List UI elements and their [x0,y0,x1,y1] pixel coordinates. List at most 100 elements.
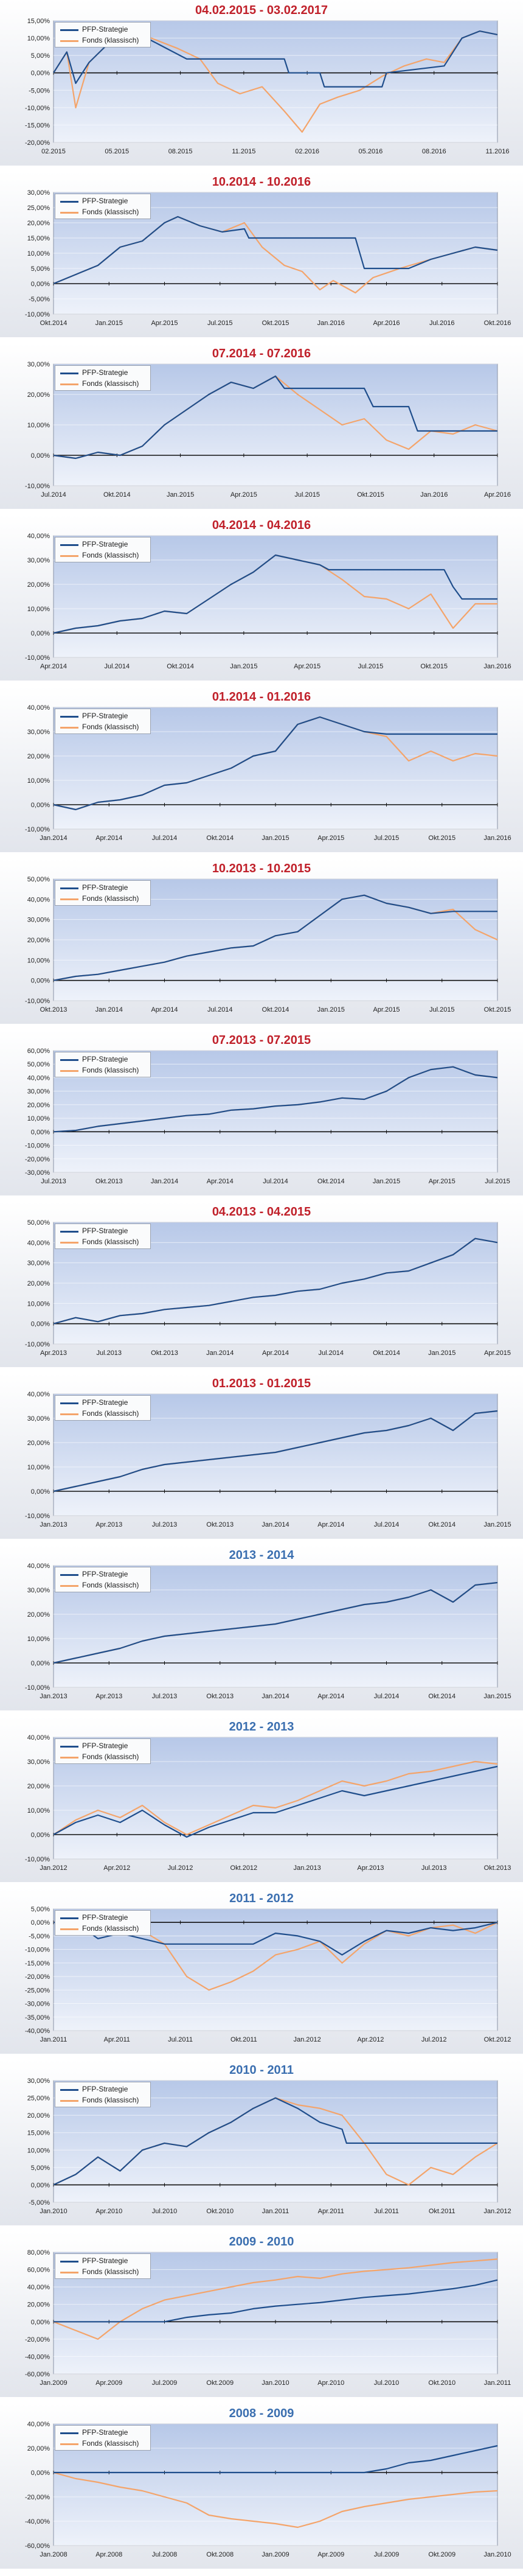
chart-title: 2013 - 2014 [229,1549,294,1562]
x-tick-label: Jul.2015 [429,1006,455,1013]
legend-item: PFP-Strategie [60,1398,149,1409]
legend-label: PFP-Strategie [82,883,128,892]
x-tick-label: Apr.2015 [230,491,257,499]
y-tick-label: 10,00% [27,777,50,785]
strategy-series-line [53,375,497,460]
x-tick-label: Apr.2013 [357,1864,384,1872]
legend-swatch [60,1231,78,1233]
legend-label: Fonds (klassisch) [82,2096,139,2104]
y-tick-label: -40,00% [25,2028,50,2035]
y-tick-label: -10,00% [25,1341,50,1348]
x-tick-label: Jul.2013 [421,1864,447,1872]
strategy-series-line [53,215,498,285]
y-tick-label: 20,00% [27,391,50,399]
y-tick-label: 0,00% [31,630,50,637]
strategy-series-line [53,554,497,634]
y-tick-label: 10,00% [27,1636,50,1643]
x-tick-label: Apr.2011 [318,2208,344,2215]
legend-item: PFP-Strategie [60,196,149,207]
x-tick-label: Okt.2012 [230,1864,258,1872]
y-tick-label: 50,00% [27,876,50,883]
x-tick-label: Jan.2011 [40,2036,67,2043]
legend: PFP-Strategie Fonds (klassisch) [55,1395,151,1421]
y-tick-label: 40,00% [27,533,50,540]
chart-title: 04.02.2015 - 03.02.2017 [195,4,328,17]
x-tick-label: Jan.2015 [483,1693,511,1700]
legend-swatch [60,2089,78,2091]
x-tick-label: Okt.2015 [357,491,384,499]
legend-item: PFP-Strategie [60,711,149,722]
chart-panel: 2011 - 2012 5,00% 0,00% -5,00% -10,00% -15,00… [0,1888,523,2054]
legend-item: Fonds (klassisch) [60,894,149,905]
strategy-series-line [53,894,497,981]
x-tick-label: Jul.2014 [207,1006,233,1013]
y-tick-label: 40,00% [27,1239,50,1247]
legend-swatch [60,383,78,385]
x-tick-label: Jan.2010 [262,2379,289,2387]
legend-label: Fonds (klassisch) [82,551,139,559]
legend: PFP-Strategie Fonds (klassisch) [55,1567,151,1592]
x-tick-label: Jul.2014 [152,835,178,842]
x-tick-label: Apr.2015 [294,663,320,670]
y-tick-label: 20,00% [27,2112,50,2119]
y-tick-label: -40,00% [25,2353,50,2361]
legend: PFP-Strategie Fonds (klassisch) [55,1910,151,1936]
legend-swatch [60,40,78,42]
y-tick-label: 40,00% [27,1074,50,1082]
x-tick-label: 02.2016 [295,148,319,155]
legend-swatch [60,1585,78,1587]
legend-swatch [60,212,78,214]
legend-swatch [60,1928,78,1930]
x-tick-label: Okt.2014 [40,320,68,327]
y-tick-label: -20,00% [25,2336,50,2343]
x-tick-label: Okt.2014 [428,1693,455,1700]
legend: PFP-Strategie Fonds (klassisch) [55,365,151,391]
y-tick-label: -5,00% [29,1933,50,1940]
x-tick-label: Okt.2009 [206,2379,234,2387]
legend-item: PFP-Strategie [60,539,149,550]
x-tick-label: Jul.2011 [168,2036,193,2043]
legend-item: PFP-Strategie [60,24,149,35]
legend: PFP-Strategie Fonds (klassisch) [55,1738,151,1764]
x-tick-label: Apr.2014 [317,1693,344,1700]
x-tick-label: Jul.2013 [152,1521,178,1528]
y-tick-label: 10,00% [27,606,50,613]
x-tick-label: Jan.2014 [206,1349,234,1357]
y-tick-label: 40,00% [27,1734,50,1741]
chart-panel: 10.2014 - 10.2016 30,00% 25,00% 20,00% 15,00… [0,172,523,337]
chart-panel: 01.2013 - 01.2015 40,00% 30,00% 20,00% 10,00… [0,1373,523,1539]
y-tick-label: 40,00% [27,704,50,712]
chart-panel: 2012 - 2013 40,00% 30,00% 20,00% 10,00% 0,00%… [0,1717,523,1882]
y-tick-label: 20,00% [27,753,50,760]
y-tick-label: 30,00% [27,557,50,564]
x-tick-label: Jan.2008 [40,2551,67,2558]
legend-label: PFP-Strategie [82,197,128,205]
chart-title: 2011 - 2012 [229,1892,294,1905]
y-tick-label: 10,00% [27,1464,50,1471]
x-tick-label: Apr.2014 [262,1349,289,1357]
y-tick-label: 20,00% [27,1783,50,1790]
x-tick-label: Jan.2015 [373,1178,400,1185]
x-tick-label: Apr.2012 [103,1864,130,1872]
legend: PFP-Strategie Fonds (klassisch) [55,537,151,562]
legend-item: PFP-Strategie [60,2256,149,2267]
legend-swatch [60,1242,78,1244]
x-tick-label: 11.2016 [486,148,510,155]
y-tick-label: -10,00% [25,826,50,833]
x-tick-label: 05.2016 [359,148,383,155]
x-tick-label: Jan.2015 [230,663,257,670]
legend-swatch [60,898,78,900]
y-tick-label: -10,00% [25,105,50,112]
x-tick-label: Jul.2014 [41,491,66,499]
legend-swatch [60,1413,78,1415]
chart-svg: 40,00%30,00%20,00%10,00%0,00%-10,00%Jan.… [25,1563,511,1700]
legend-item: PFP-Strategie [60,1569,149,1580]
legend-swatch [60,29,78,31]
chart-svg: 40,00%30,00%20,00%10,00%0,00%-10,00%Jan.… [25,704,511,842]
y-tick-label: 5,00% [31,52,50,60]
strategy-series-line [53,1066,498,1133]
y-tick-label: 30,00% [27,1587,50,1594]
x-tick-label: Okt.2014 [373,1349,400,1357]
legend-label: Fonds (klassisch) [82,1237,139,1246]
x-tick-label: Apr.2014 [207,1178,234,1185]
